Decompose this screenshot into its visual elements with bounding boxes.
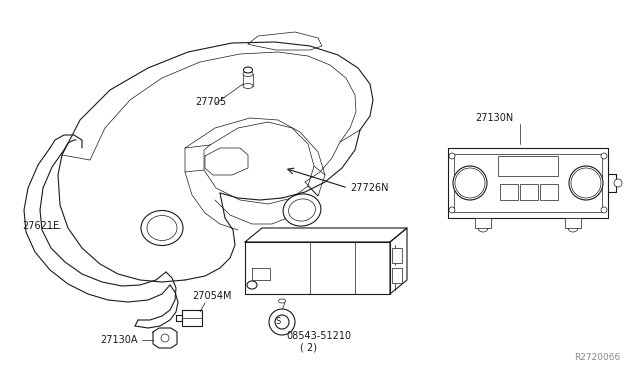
Ellipse shape: [289, 199, 316, 221]
Ellipse shape: [569, 166, 603, 200]
Ellipse shape: [278, 299, 285, 303]
Circle shape: [614, 179, 622, 187]
Ellipse shape: [243, 83, 253, 89]
Bar: [392, 248, 402, 263]
Text: 27726N: 27726N: [350, 183, 388, 193]
Circle shape: [275, 315, 289, 329]
Ellipse shape: [243, 71, 253, 77]
Circle shape: [601, 207, 607, 213]
Ellipse shape: [455, 168, 485, 198]
Text: 27621E: 27621E: [22, 221, 59, 231]
Circle shape: [269, 309, 295, 335]
Circle shape: [161, 334, 169, 342]
Ellipse shape: [575, 172, 597, 194]
Bar: [498, 156, 558, 176]
Circle shape: [449, 207, 455, 213]
Text: ( 2): ( 2): [300, 343, 317, 353]
Text: 27130A: 27130A: [100, 335, 138, 345]
Text: 27054M: 27054M: [192, 291, 232, 301]
Bar: [500, 184, 518, 200]
Ellipse shape: [247, 281, 257, 289]
Text: R2720066: R2720066: [573, 353, 620, 362]
Circle shape: [601, 153, 607, 159]
Bar: [540, 184, 558, 200]
Text: 27705: 27705: [195, 97, 226, 107]
Ellipse shape: [147, 215, 177, 241]
Ellipse shape: [459, 172, 481, 194]
Ellipse shape: [243, 67, 253, 73]
Bar: [520, 184, 538, 200]
Text: S: S: [275, 317, 280, 327]
Ellipse shape: [571, 168, 601, 198]
Text: 08543-51210: 08543-51210: [286, 331, 351, 341]
Ellipse shape: [141, 211, 183, 246]
Bar: [392, 268, 402, 283]
Ellipse shape: [283, 194, 321, 226]
Ellipse shape: [453, 166, 487, 200]
Bar: [475, 218, 491, 228]
Text: 27130N: 27130N: [475, 113, 513, 123]
Circle shape: [449, 153, 455, 159]
Bar: [565, 218, 581, 228]
